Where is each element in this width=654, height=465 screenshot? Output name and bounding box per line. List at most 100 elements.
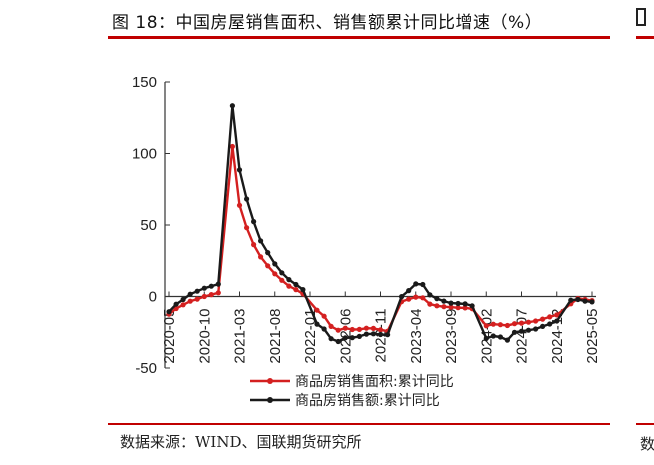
data-point bbox=[349, 335, 355, 341]
data-point bbox=[448, 300, 454, 306]
adjacent-divider-top bbox=[636, 36, 654, 39]
data-point bbox=[370, 331, 376, 337]
data-point bbox=[180, 296, 186, 303]
data-point bbox=[328, 336, 334, 342]
data-point bbox=[215, 281, 221, 287]
data-point bbox=[441, 298, 447, 304]
data-point bbox=[286, 277, 292, 283]
data-point bbox=[236, 167, 243, 173]
data-point bbox=[554, 318, 560, 324]
data-point bbox=[335, 338, 341, 345]
data-point bbox=[377, 331, 384, 338]
data-point bbox=[314, 321, 320, 327]
data-point bbox=[525, 319, 532, 325]
data-point bbox=[547, 321, 553, 327]
data-point bbox=[554, 312, 560, 318]
data-point bbox=[363, 325, 369, 331]
data-point bbox=[244, 225, 250, 231]
data-point bbox=[293, 287, 299, 293]
data-point bbox=[286, 283, 292, 289]
data-point bbox=[406, 296, 412, 302]
title-divider bbox=[108, 36, 610, 39]
data-point bbox=[356, 333, 362, 339]
data-point bbox=[166, 309, 172, 315]
data-point bbox=[293, 281, 299, 288]
data-point bbox=[427, 292, 433, 298]
data-point bbox=[413, 281, 419, 287]
data-point bbox=[342, 335, 348, 341]
series-line-1 bbox=[168, 104, 593, 343]
legend-marker bbox=[267, 397, 273, 403]
data-point bbox=[434, 296, 440, 302]
legend-label: 商品房销售额:累计同比 bbox=[295, 393, 440, 409]
data-point bbox=[497, 322, 503, 328]
data-point bbox=[575, 296, 581, 303]
chart-axes bbox=[164, 81, 596, 369]
data-point bbox=[356, 326, 362, 332]
y-tick-label: 150 bbox=[132, 74, 157, 91]
x-tick-label: 2021-08 bbox=[267, 309, 284, 364]
data-point bbox=[363, 331, 369, 337]
data-point bbox=[533, 326, 539, 332]
data-point bbox=[208, 283, 214, 289]
figure-title: 图 18：中国房屋销售面积、销售额累计同比增速（%） bbox=[112, 13, 543, 33]
x-tick-label: 2021-03 bbox=[232, 309, 249, 364]
data-point bbox=[483, 335, 489, 341]
x-tick-label: 2023-09 bbox=[443, 309, 460, 364]
data-point bbox=[349, 326, 355, 333]
data-point bbox=[258, 238, 264, 244]
legend-label: 商品房销售面积:累计同比 bbox=[295, 374, 454, 390]
data-point bbox=[462, 301, 468, 307]
data-point bbox=[462, 305, 468, 311]
data-point bbox=[518, 320, 525, 326]
data-point bbox=[455, 305, 461, 311]
data-point bbox=[568, 297, 574, 303]
x-tick-label: 2024-07 bbox=[514, 309, 531, 364]
y-tick-label: -50 bbox=[135, 360, 157, 377]
data-point bbox=[321, 326, 327, 332]
data-point bbox=[547, 314, 553, 320]
data-point bbox=[483, 323, 489, 329]
data-point bbox=[420, 281, 426, 288]
y-tick-labels: -50 0 50 100 150 bbox=[132, 74, 157, 377]
data-point bbox=[377, 327, 384, 333]
data-point bbox=[187, 291, 193, 297]
data-point bbox=[511, 329, 518, 335]
data-point bbox=[335, 327, 341, 333]
data-point bbox=[215, 290, 221, 296]
data-point bbox=[540, 323, 546, 329]
y-tick-label: 50 bbox=[140, 217, 157, 234]
y-tick-label: 100 bbox=[132, 146, 157, 163]
data-point bbox=[540, 316, 546, 322]
x-tick-label: 2020-05 bbox=[161, 309, 178, 364]
data-point bbox=[201, 285, 207, 291]
data-point bbox=[504, 322, 510, 329]
data-point bbox=[180, 302, 186, 308]
data-point bbox=[525, 327, 532, 333]
x-tick-label: 2020-10 bbox=[196, 309, 213, 364]
data-point bbox=[265, 263, 271, 269]
x-tick-label: 2025-05 bbox=[584, 309, 601, 364]
data-point bbox=[244, 196, 250, 202]
data-point bbox=[511, 321, 518, 327]
data-point bbox=[229, 143, 235, 150]
chart-series bbox=[166, 103, 595, 345]
data-point bbox=[497, 334, 503, 340]
data-point bbox=[300, 287, 306, 293]
data-point bbox=[582, 298, 588, 304]
data-point bbox=[251, 242, 257, 248]
data-point bbox=[194, 288, 200, 294]
footer-divider bbox=[108, 423, 610, 425]
source-note: 数据来源：WIND、国联期货研究所 bbox=[120, 433, 362, 451]
data-point bbox=[589, 299, 595, 305]
data-point bbox=[265, 250, 271, 256]
series-line-0 bbox=[168, 145, 593, 333]
data-point bbox=[448, 304, 454, 310]
data-point bbox=[173, 301, 179, 307]
data-point bbox=[399, 294, 405, 300]
data-point bbox=[518, 328, 525, 334]
adjacent-source-fragment: 数 bbox=[640, 435, 654, 453]
data-point bbox=[229, 103, 235, 109]
data-point bbox=[490, 321, 496, 327]
